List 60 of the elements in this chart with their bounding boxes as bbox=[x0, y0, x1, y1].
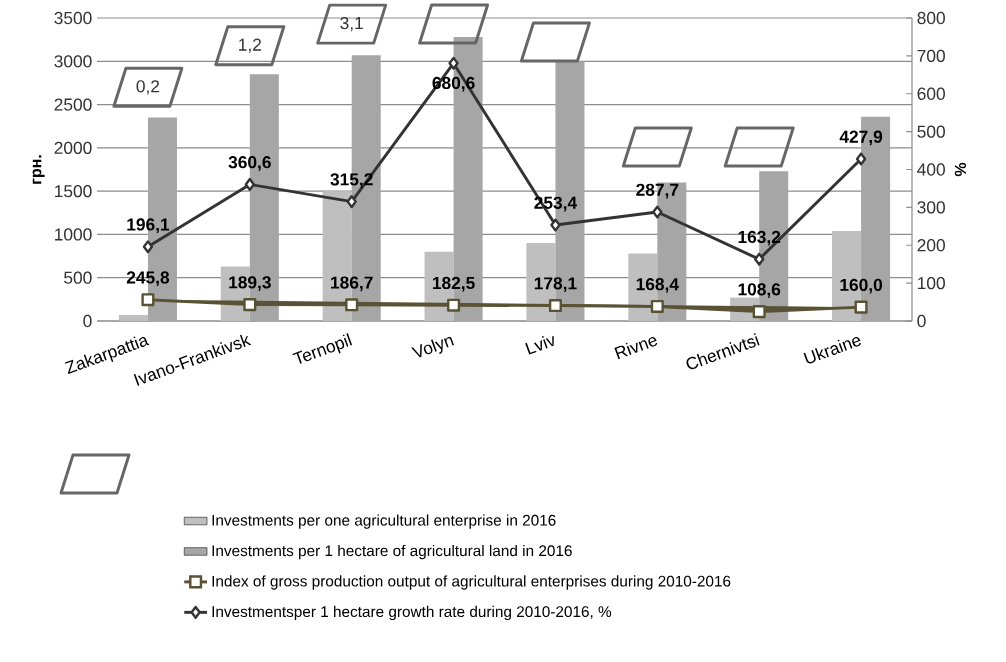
y-axis-title: грн. bbox=[32, 155, 45, 184]
data-label: 287,7 bbox=[636, 183, 679, 199]
y2-tick-label: 100 bbox=[918, 276, 945, 290]
legend-label: Investmentsper 1 hectare growth rate during 2010-2016, % bbox=[212, 605, 612, 621]
data-label: 168,4 bbox=[636, 278, 679, 293]
y-tick-label: 1500 bbox=[55, 185, 92, 198]
y-tick-label: 3500 bbox=[54, 11, 92, 25]
legend-label: Index of gross production output of agricultural enterprises during 2010-2016 bbox=[212, 575, 731, 590]
y2-tick-label: 200 bbox=[917, 239, 945, 252]
y-tick-label: 500 bbox=[64, 271, 92, 284]
bar bbox=[118, 314, 148, 321]
y-tick-label: 0 bbox=[83, 314, 92, 328]
point bbox=[346, 195, 357, 209]
point bbox=[244, 177, 256, 191]
y2-tick-label: 400 bbox=[917, 163, 945, 176]
legend-label: Investments per 1 hectare of agricultural land in 2016 bbox=[212, 544, 572, 560]
y2-tick-label: 300 bbox=[917, 201, 945, 214]
data-label: 178,1 bbox=[534, 277, 577, 292]
data-label: 182,5 bbox=[432, 276, 475, 292]
data-label: 108,6 bbox=[738, 283, 781, 298]
point bbox=[345, 298, 359, 312]
y-tick-label: 1000 bbox=[55, 228, 92, 241]
point bbox=[141, 293, 155, 307]
y-tick-label: 2500 bbox=[54, 98, 92, 111]
y2-tick-label: 800 bbox=[917, 11, 945, 25]
y2-tick-label: 500 bbox=[917, 125, 945, 138]
data-label: 186,7 bbox=[331, 276, 373, 292]
x-tick-label: Lviv bbox=[525, 335, 554, 355]
data-label: 360,6 bbox=[228, 156, 271, 171]
y2-axis-title: % bbox=[954, 162, 967, 177]
annotation: 1,2 bbox=[239, 38, 261, 53]
point bbox=[447, 298, 461, 312]
point bbox=[652, 205, 663, 219]
y-tick-label: 3000 bbox=[54, 55, 92, 68]
data-label: 196,1 bbox=[127, 218, 170, 234]
point bbox=[243, 298, 257, 312]
point bbox=[448, 56, 459, 70]
point bbox=[650, 299, 664, 313]
x-tick-label: Rivne bbox=[614, 337, 658, 360]
annotation: 3,1 bbox=[340, 16, 363, 32]
point bbox=[142, 240, 154, 254]
y2-tick-label: 700 bbox=[917, 49, 945, 63]
annotation: 0,2 bbox=[136, 80, 160, 95]
data-label: 427,9 bbox=[839, 130, 883, 146]
data-label: 163,2 bbox=[738, 230, 781, 246]
y2-tick-label: 0 bbox=[917, 314, 926, 328]
point bbox=[550, 218, 561, 232]
point bbox=[752, 305, 766, 319]
point bbox=[855, 152, 867, 166]
data-label: 189,3 bbox=[229, 276, 271, 292]
point bbox=[854, 300, 868, 314]
x-tick-label: Ukraine bbox=[803, 337, 861, 364]
legend-label: Investments per one agricultural enterprise in 2016 bbox=[212, 514, 556, 529]
x-tick-label: Volyn bbox=[411, 336, 454, 358]
data-label: 245,8 bbox=[126, 271, 170, 287]
data-label: 160,0 bbox=[840, 278, 883, 294]
y-tick-label: 2000 bbox=[54, 141, 92, 154]
point bbox=[548, 299, 562, 313]
point bbox=[753, 252, 765, 266]
y2-tick-label: 600 bbox=[917, 87, 945, 100]
